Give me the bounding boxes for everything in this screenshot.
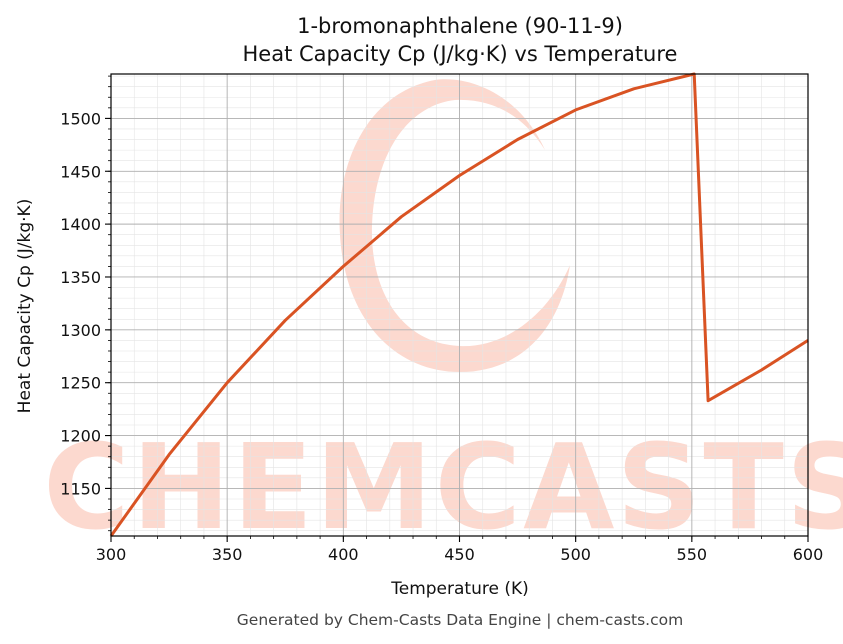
y-tick-label: 1250 bbox=[60, 374, 101, 393]
watermark-logo-swirl bbox=[339, 79, 570, 373]
footer-credit: Generated by Chem-Casts Data Engine | ch… bbox=[237, 611, 683, 629]
tick-labels: 300 350 400 450 500 550 600 1150 1200 1250 1300 135… bbox=[60, 109, 823, 564]
y-tick-label: 1500 bbox=[60, 109, 101, 128]
y-tick-label: 1350 bbox=[60, 268, 101, 287]
x-tick-label: 600 bbox=[793, 545, 824, 564]
chart-title-line1: 1-bromonaphthalene (90-11-9) bbox=[297, 14, 623, 38]
watermark-text: CHEMCASTS bbox=[43, 418, 843, 556]
chart-title-line2: Heat Capacity Cp (J/kg·K) vs Temperature bbox=[243, 42, 678, 66]
x-tick-label: 550 bbox=[677, 545, 708, 564]
y-tick-label: 1450 bbox=[60, 162, 101, 181]
x-tick-label: 300 bbox=[96, 545, 127, 564]
x-tick-label: 350 bbox=[212, 545, 243, 564]
series-line bbox=[109, 72, 809, 537]
x-axis-label: Temperature (K) bbox=[390, 579, 529, 599]
y-axis-label: Heat Capacity Cp (J/kg·K) bbox=[15, 199, 35, 414]
ticks bbox=[105, 75, 809, 542]
x-tick-label: 500 bbox=[560, 545, 591, 564]
x-tick-label: 450 bbox=[444, 545, 475, 564]
y-tick-label: 1300 bbox=[60, 321, 101, 340]
y-tick-label: 1150 bbox=[60, 479, 101, 498]
x-tick-label: 400 bbox=[328, 545, 359, 564]
y-tick-label: 1200 bbox=[60, 427, 101, 446]
y-tick-label: 1400 bbox=[60, 215, 101, 234]
watermark: CHEMCASTS bbox=[43, 79, 843, 556]
